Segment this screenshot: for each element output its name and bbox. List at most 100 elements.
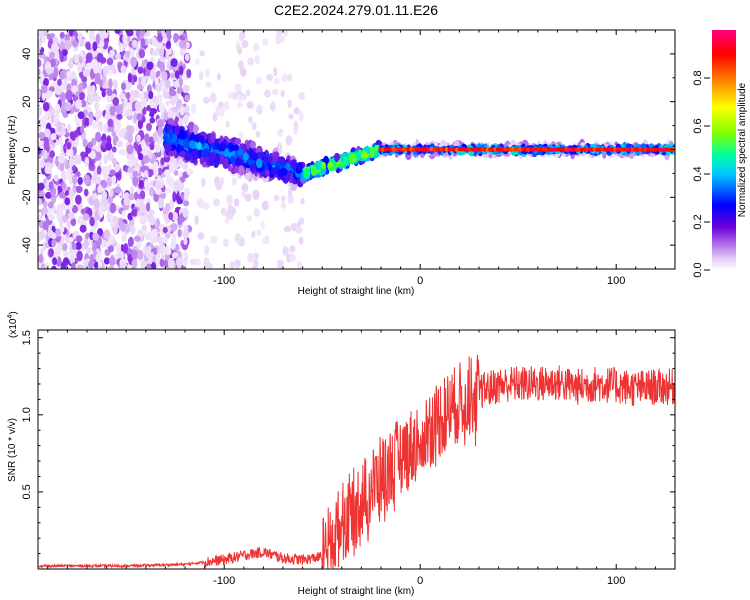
spectrogram-cell: [115, 53, 121, 60]
spectrogram-cell: [293, 107, 300, 115]
spectrogram-cell: [255, 147, 262, 155]
spectrogram-cell: [183, 200, 189, 207]
spectrogram-cell: [281, 73, 288, 83]
spectrogram-cell: [66, 123, 72, 134]
spectrogram-cells: [38, 30, 675, 269]
spectrogram-cell: [127, 236, 134, 247]
spectrogram-cell: [280, 201, 286, 209]
spectrogram-cell: [132, 170, 139, 178]
spectrogram-cell: [191, 149, 199, 161]
spectrogram-cell: [168, 212, 174, 220]
spectrogram-cell: [40, 264, 46, 269]
spectrogram-cell: [169, 90, 177, 97]
spectrogram-cell: [227, 92, 234, 99]
spectrogram-cell: [75, 235, 83, 243]
spectrogram-cell: [38, 182, 45, 191]
spectrogram-cell: [95, 253, 102, 262]
spectrogram-cell: [155, 256, 160, 268]
spectrogram-cell: [96, 165, 102, 175]
spectrogram-cell: [191, 103, 197, 115]
spectrogram-cell: [165, 245, 171, 256]
spectrogram-cell: [141, 60, 146, 69]
spectrogram-cell: [64, 39, 72, 51]
spectrogram-cell: [64, 197, 71, 206]
spectrogram-cell: [137, 66, 144, 75]
spectrogram-cell: [38, 39, 42, 51]
spectrogram-cell: [72, 174, 78, 185]
spectrogram-cell: [50, 114, 55, 123]
spectrogram-cell: [86, 247, 92, 254]
spectrogram-cell: [128, 193, 135, 201]
spectrogram-cell: [161, 236, 169, 244]
y-tick-label: 0: [21, 146, 33, 152]
spectrogram-cell: [245, 89, 251, 97]
spectrogram-cell: [136, 210, 142, 217]
spectrogram-cell: [286, 253, 291, 263]
spectrogram-cell: [238, 165, 245, 176]
spectrogram-cell: [161, 71, 168, 82]
spectrogram-cell: [146, 202, 151, 212]
spectrogram-cell: [60, 261, 67, 269]
spectrogram-cell: [203, 244, 210, 256]
spectrogram-cell: [154, 180, 162, 190]
spectrogram-cell: [101, 90, 106, 98]
spectrogram-cell: [236, 94, 243, 102]
spectrogram-cell: [84, 117, 90, 127]
spectrogram-cell: [68, 157, 75, 167]
spectrogram-cell: [140, 204, 148, 212]
colorbar-label: Normalized spectral amplitude: [737, 82, 748, 217]
spectrogram-cell: [199, 50, 205, 57]
spectrogram-cell: [53, 208, 58, 215]
x-tick-label: -100: [213, 275, 235, 287]
spectrogram-y-axis-label: Frequency (Hz): [7, 116, 18, 185]
spectrogram-cell: [121, 127, 127, 135]
spectrogram-cell: [260, 220, 265, 230]
spectrogram-cell: [266, 73, 274, 81]
spectrogram-cell: [96, 52, 104, 63]
spectrogram-cell: [55, 228, 61, 237]
spectrogram-cell: [49, 58, 56, 68]
spectrogram-cell: [168, 128, 174, 140]
spectrogram-cell: [184, 187, 190, 198]
spectrogram-cell: [297, 261, 302, 269]
spectrogram-cell: [234, 83, 242, 93]
spectrogram-cell: [170, 240, 176, 250]
spectrogram-cell: [186, 168, 194, 176]
spectrogram-cell: [56, 121, 63, 132]
spectrogram-cell: [179, 176, 186, 183]
spectrogram-cell: [71, 85, 78, 93]
spectrogram-cell: [184, 141, 190, 148]
snr-y-axis-label: SNR (10 * v/v): [7, 418, 18, 482]
spectrogram-cell: [78, 91, 84, 101]
spectrogram-cell: [66, 70, 72, 79]
spectrogram-cell: [189, 258, 196, 266]
spectrogram-cell: [77, 215, 84, 225]
spectrogram-cell: [149, 117, 156, 124]
spectrogram-cell: [193, 124, 199, 135]
spectrogram-cell: [179, 47, 186, 57]
spectrogram-cell: [157, 197, 165, 209]
spectrogram-cell: [121, 82, 126, 91]
spectrogram-cell: [248, 147, 253, 158]
spectrogram-cell: [276, 30, 282, 38]
spectrogram-cell: [234, 144, 239, 151]
spectrogram-cell: [129, 186, 135, 196]
spectrogram-cell: [222, 208, 227, 216]
spectrogram-cell: [179, 105, 186, 116]
spectrogram-cell: [184, 94, 190, 102]
colorbar-tick-label: 0.4: [692, 166, 704, 181]
spectrogram-cell: [184, 105, 190, 113]
spectrogram-cell: [252, 189, 260, 200]
spectrogram-cell: [237, 46, 242, 55]
spectrogram-cell: [73, 54, 80, 64]
spectrogram-cell: [38, 211, 43, 219]
spectrogram-cell: [264, 169, 270, 177]
spectrogram-cell: [134, 235, 141, 242]
spectrogram-cell: [164, 143, 172, 152]
spectrogram-cell: [102, 67, 108, 76]
y-tick-label: -40: [21, 237, 33, 253]
snr-line: [38, 354, 675, 569]
spectrogram-cell: [109, 169, 116, 177]
spectrogram-cell: [53, 174, 59, 182]
spectrogram-cell: [246, 101, 254, 109]
